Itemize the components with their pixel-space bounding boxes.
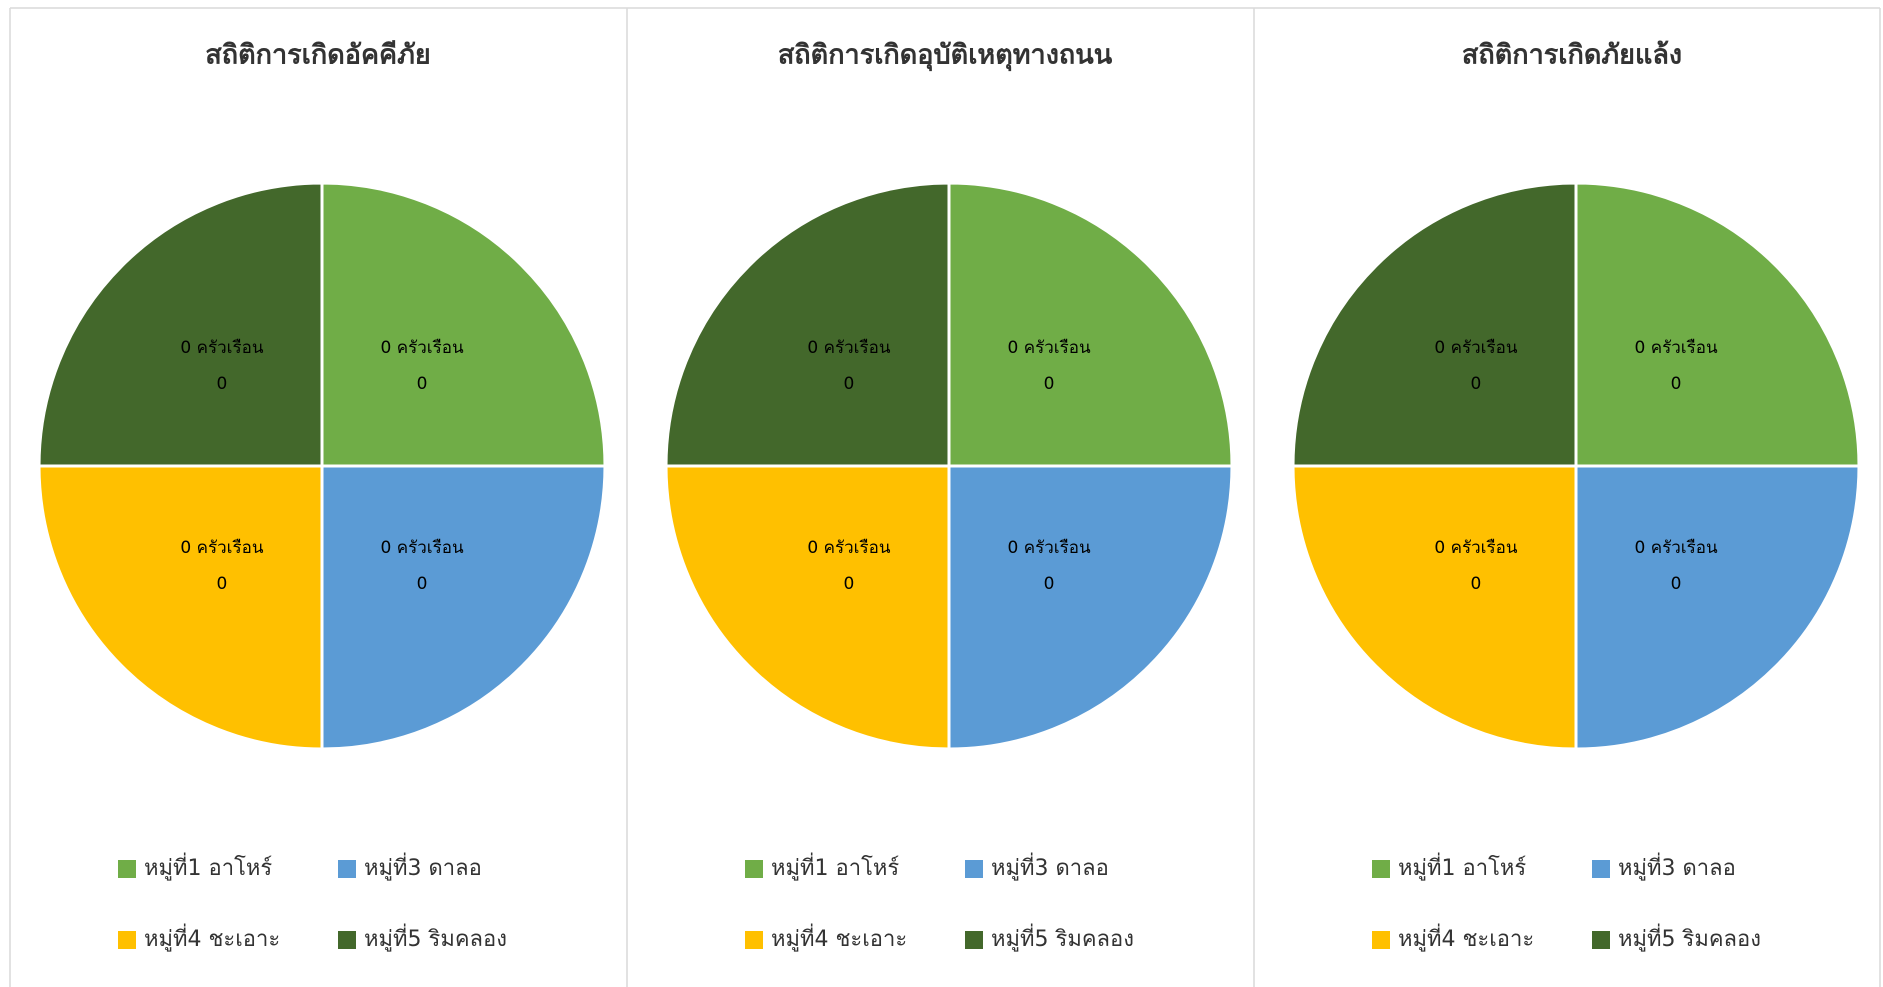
data-label: 0 ครัวเรือน [1635,338,1718,358]
data-label: 0 ครัวเรือน [381,338,464,358]
legend-label: หมู่ที่4 ชะเอาะ [771,923,907,952]
data-label: 0 ครัวเรือน [1008,538,1091,558]
data-label: 0 ครัวเรือน [807,538,890,558]
pie-slice [1291,181,1578,468]
legend-swatch [965,860,983,878]
data-label: 0 [217,574,228,594]
data-label: 0 ครัวเรือน [180,538,263,558]
data-label: 0 [1471,574,1482,594]
pie-slice [37,181,324,468]
pie-slice [1574,181,1861,468]
legend-swatch [1592,931,1610,949]
pie-slice [320,181,607,468]
data-label: 0 [217,374,228,394]
legend-label: หมู่ที่3 ดาลอ [991,852,1109,881]
pie-slice [664,181,951,468]
data-label: 0 [844,374,855,394]
legend-label: หมู่ที่5 ริมคลอง [364,923,507,952]
legend-swatch [965,931,983,949]
pie-slice [947,464,1234,751]
data-label: 0 [1044,574,1055,594]
legend-swatch [745,931,763,949]
data-label: 0 ครัวเรือน [1434,538,1517,558]
legend-label: หมู่ที่5 ริมคลอง [991,923,1134,952]
data-label: 0 ครัวเรือน [180,338,263,358]
data-label: 0 [417,574,428,594]
legend-label: หมู่ที่1 อาโหร์ [771,852,899,881]
legend-swatch [338,860,356,878]
chart-title: สถิติการเกิดอุบัติเหตุทางถนน [778,40,1113,72]
data-label: 0 [1671,574,1682,594]
legend-label: หมู่ที่3 ดาลอ [1618,852,1736,881]
data-label: 0 [1671,374,1682,394]
legend-label: หมู่ที่1 อาโหร์ [1398,852,1526,881]
legend-label: หมู่ที่4 ชะเอาะ [1398,923,1534,952]
legend-swatch [1372,860,1390,878]
chart-title: สถิติการเกิดภัยแล้ง [1462,40,1682,71]
pie-slice [320,464,607,751]
data-label: 0 [1044,374,1055,394]
pie-slice [664,464,951,751]
data-label: 0 ครัวเรือน [807,338,890,358]
data-label: 0 [844,574,855,594]
data-label: 0 [417,374,428,394]
legend-swatch [745,860,763,878]
legend-label: หมู่ที่3 ดาลอ [364,852,482,881]
data-label: 0 ครัวเรือน [1434,338,1517,358]
legend-swatch [118,931,136,949]
pie-slice [947,181,1234,468]
legend-swatch [1372,931,1390,949]
data-label: 0 [1471,374,1482,394]
legend-label: หมู่ที่5 ริมคลอง [1618,923,1761,952]
legend-label: หมู่ที่1 อาโหร์ [144,852,272,881]
legend-swatch [1592,860,1610,878]
chart-title: สถิติการเกิดอัคคีภัย [205,40,430,71]
pie-slice [1574,464,1861,751]
data-label: 0 ครัวเรือน [1635,538,1718,558]
pie-slice [1291,464,1578,751]
data-label: 0 ครัวเรือน [1008,338,1091,358]
legend-label: หมู่ที่4 ชะเอาะ [144,923,280,952]
pie-slice [37,464,324,751]
data-label: 0 ครัวเรือน [381,538,464,558]
legend-swatch [118,860,136,878]
legend-swatch [338,931,356,949]
